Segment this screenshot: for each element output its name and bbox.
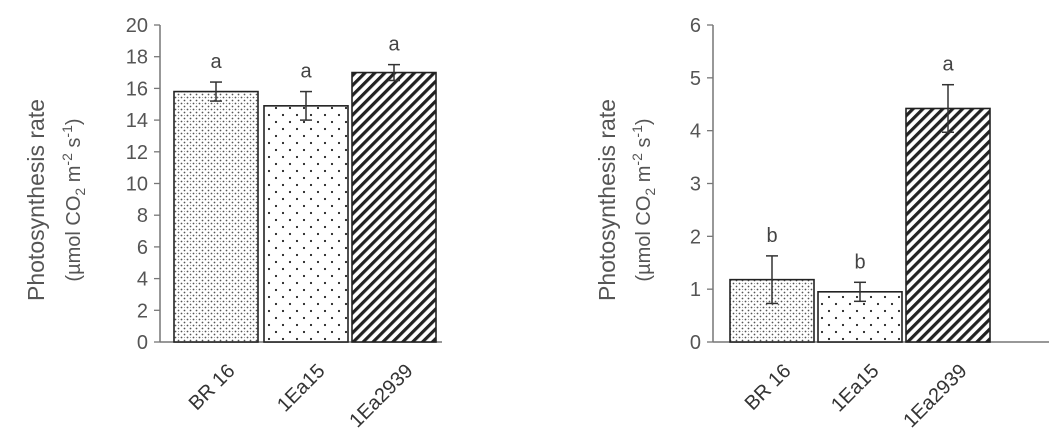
y-tick-label-right: 5 xyxy=(690,68,701,90)
y-tick-label-left: 6 xyxy=(137,237,148,259)
plot-area-right: 0 1 2 3 4 5 6 b BR 16 b 1Ea15 a 1Ea2939 xyxy=(690,15,1049,432)
y-tick-label-right: 2 xyxy=(690,226,701,248)
x-tick-label-right: BR 16 xyxy=(741,360,796,415)
significance-letter-left: a xyxy=(388,34,400,56)
y-tick-label-left: 4 xyxy=(137,269,148,291)
plot-area-left: 0 2 4 6 8 10 12 14 16 18 20 a BR 16 a 1Ea15 a 1Ea2939 xyxy=(126,15,442,432)
y-axis-label-left-line2: (µmol CO2 m-2 s-1) xyxy=(59,118,88,281)
significance-letter-left: a xyxy=(210,51,222,73)
significance-letter-right: b xyxy=(766,225,777,247)
y-tick-label-left: 10 xyxy=(126,174,148,196)
y-tick-label-left: 2 xyxy=(137,300,148,322)
x-tick-label-right: 1Ea2939 xyxy=(899,360,971,432)
y-tick-label-left: 16 xyxy=(126,78,148,100)
y-tick-label-right: 6 xyxy=(690,15,701,37)
significance-letter-right: a xyxy=(942,54,954,76)
y-tick-label-left: 14 xyxy=(126,110,148,132)
y-tick-label-left: 20 xyxy=(126,15,148,37)
bar-left xyxy=(351,71,437,343)
x-tick-label-left: BR 16 xyxy=(185,360,240,415)
significance-letter-left: a xyxy=(300,61,312,83)
y-axis-label-right-line2: (µmol CO2 m-2 s-1) xyxy=(629,118,658,281)
chart-right: Photosynthesis rate (µmol CO2 m-2 s-1) 0… xyxy=(594,15,1049,432)
y-axis-label-left-line1: Photosynthesis rate xyxy=(23,99,49,301)
y-tick-label-right: 0 xyxy=(690,332,701,354)
bar-left xyxy=(263,105,349,343)
y-tick-label-left: 18 xyxy=(126,47,148,69)
bar-left xyxy=(173,90,259,343)
bar-right xyxy=(905,107,991,343)
y-tick-label-left: 8 xyxy=(137,205,148,227)
y-tick-label-left: 12 xyxy=(126,142,148,164)
y-tick-label-right: 3 xyxy=(690,174,701,196)
y-tick-label-right: 1 xyxy=(690,279,701,301)
significance-letter-right: b xyxy=(854,251,865,273)
y-tick-label-left: 0 xyxy=(137,332,148,354)
y-tick-label-right: 4 xyxy=(690,121,701,143)
x-tick-label-left: 1Ea15 xyxy=(273,360,329,416)
chart-left: Photosynthesis rate (µmol CO2 m-2 s-1) 0… xyxy=(23,15,442,432)
x-tick-label-left: 1Ea2939 xyxy=(345,360,417,432)
y-axis-label-right-line1: Photosynthesis rate xyxy=(594,99,620,301)
x-tick-label-right: 1Ea15 xyxy=(827,360,883,416)
